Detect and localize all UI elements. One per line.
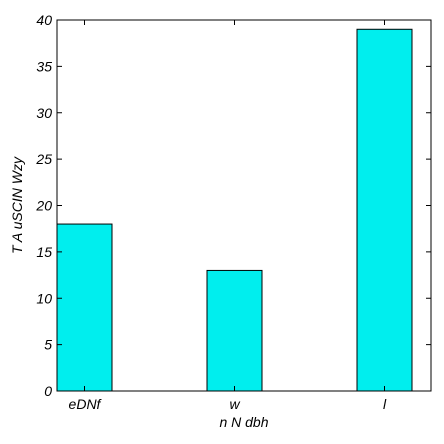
- y-tick-label: 0: [44, 383, 52, 399]
- x-axis-title: n N dbh: [219, 414, 268, 430]
- x-tick-label: l: [383, 396, 387, 412]
- y-tick-label: 40: [36, 12, 52, 28]
- y-tick-label: 5: [44, 337, 52, 353]
- bars-layer: [56, 28, 413, 392]
- y-tick-label: 10: [36, 290, 52, 306]
- x-tick-label: eDNf: [69, 396, 103, 412]
- y-tick-label: 15: [36, 244, 52, 260]
- bar-0: [56, 223, 113, 392]
- y-axis-title: T A uSCIN Wzy: [9, 156, 25, 254]
- bar-2: [356, 28, 413, 392]
- y-tick-label: 35: [36, 58, 52, 74]
- x-tick-label: w: [229, 396, 240, 412]
- y-tick-label: 25: [35, 151, 52, 167]
- y-tick-label: 30: [36, 105, 52, 121]
- ticks-layer: eDNf w l 0 5 10 15 20 25 30 35 40: [35, 12, 431, 412]
- y-tick-label: 20: [35, 198, 52, 214]
- bar-1: [206, 269, 263, 392]
- plot-frame: [56, 19, 432, 392]
